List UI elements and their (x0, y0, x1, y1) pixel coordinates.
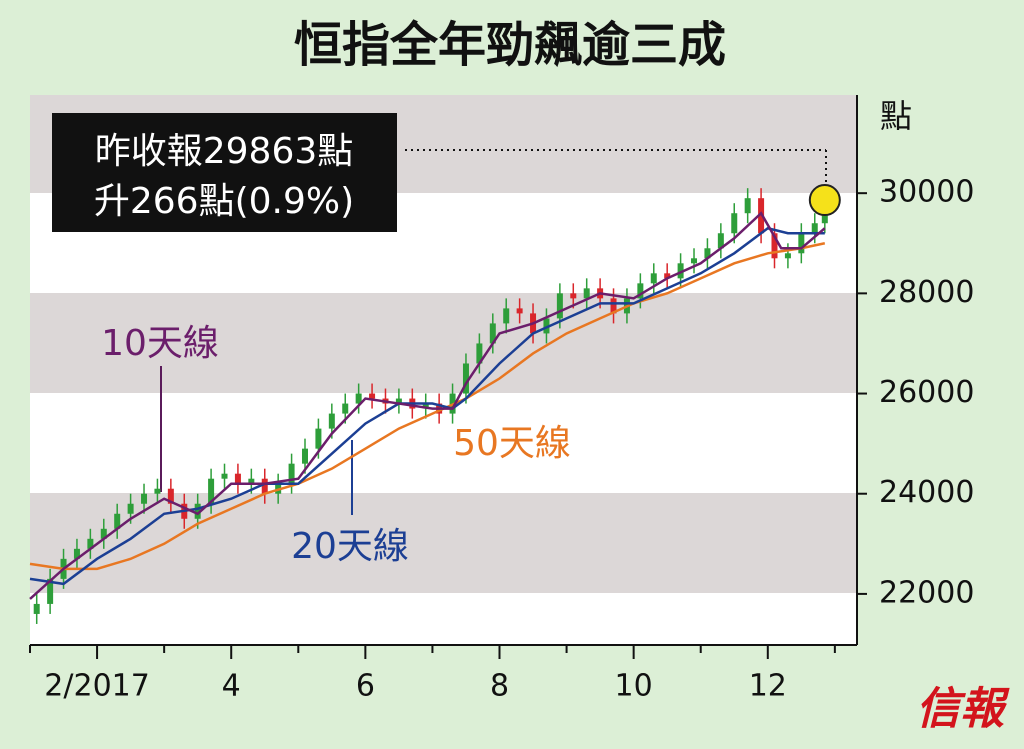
candle-body (114, 513, 121, 529)
band (30, 493, 857, 593)
logo: 信報 (916, 684, 1010, 735)
candle-body (811, 223, 818, 234)
candle-body (395, 398, 402, 404)
candle-body (556, 293, 563, 319)
candle-body (784, 253, 791, 259)
note-line: 昨收報29863點 (95, 131, 354, 172)
candle-body (221, 473, 228, 479)
candle-body (771, 233, 778, 259)
candle-body (154, 488, 161, 494)
candle-body (248, 478, 255, 484)
candle-body (288, 463, 295, 484)
candle-body (87, 538, 94, 549)
candle-body (141, 493, 148, 504)
candle-body (516, 308, 523, 314)
candle-body (301, 448, 308, 464)
candle-body (33, 603, 40, 614)
candle-body (570, 293, 577, 299)
candle-body (664, 273, 671, 279)
candle-body (167, 488, 174, 504)
candle-body (717, 233, 724, 249)
x-tick-label: 8 (490, 669, 509, 704)
y-tick-label: 26000 (879, 375, 974, 410)
ma-line (29, 211, 826, 600)
y-unit: 點 (880, 97, 912, 135)
band (30, 293, 857, 393)
y-tick-label: 24000 (879, 475, 974, 510)
candle-body (543, 318, 550, 334)
x-tick-label: 10 (615, 669, 653, 704)
x-tick-label: 2/2017 (44, 669, 150, 704)
y-tick-label: 28000 (879, 275, 974, 310)
chart-title: 恒指全年勁飆逾三成 (294, 17, 726, 73)
x-tick-label: 4 (222, 669, 241, 704)
plot-area (30, 95, 857, 645)
candle-body (73, 548, 80, 559)
candle-body (744, 198, 751, 214)
candle-body (342, 403, 349, 414)
x-tick-label: 12 (749, 669, 787, 704)
candle-body (47, 578, 54, 604)
candle-body (100, 528, 107, 539)
candle-body (583, 288, 590, 299)
candle-body (704, 248, 711, 259)
candle-body (610, 298, 617, 314)
candle-body (208, 478, 215, 504)
candle-body (476, 343, 483, 364)
candle-body (489, 323, 496, 344)
candle-body (194, 503, 201, 519)
candle-body (637, 283, 644, 299)
y-tick-label: 30000 (879, 175, 974, 210)
last-close-marker (808, 184, 841, 217)
candle-body (328, 413, 335, 429)
candle-body (422, 403, 429, 409)
note-line: 升266點(0.9%) (94, 181, 354, 222)
legend-label: 50天線 (453, 423, 571, 464)
candle-body (369, 393, 376, 399)
candle-body (127, 503, 134, 514)
candle-body (731, 213, 738, 234)
candle-body (234, 473, 241, 484)
candle-body (315, 428, 322, 449)
y-tick-label: 22000 (879, 575, 974, 610)
ma-line (29, 242, 826, 571)
candle-body (503, 308, 510, 324)
x-tick-label: 6 (356, 669, 375, 704)
candle-body (261, 478, 268, 494)
note-box (52, 113, 397, 232)
candle-body (798, 233, 805, 254)
candle-body (691, 258, 698, 264)
legend-label: 10天線 (101, 323, 219, 364)
legend-label: 20天線 (291, 526, 409, 567)
candle-body (677, 263, 684, 279)
candle-body (355, 393, 362, 404)
candle-body (462, 363, 469, 394)
candle-body (650, 273, 657, 284)
